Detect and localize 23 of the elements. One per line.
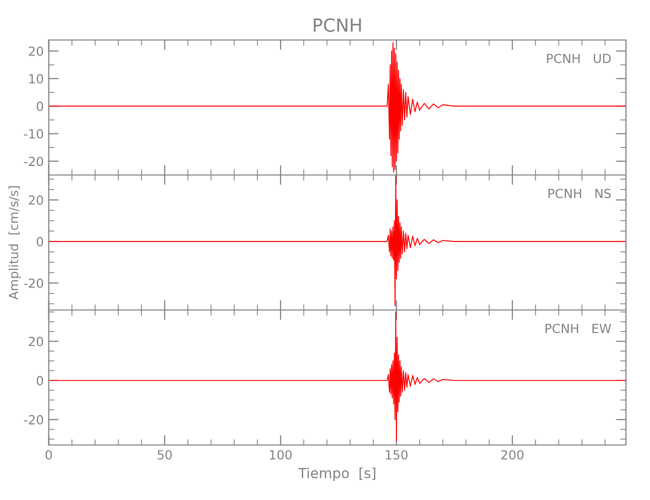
x-tick-label: 150 — [386, 450, 408, 460]
annotation: PCNH EW — [546, 324, 612, 334]
y-tick-label: 20 — [28, 195, 44, 205]
y-tick-label: -20 — [24, 156, 44, 166]
x-tick-label: 100 — [270, 450, 292, 460]
y-tick-label: -10 — [24, 129, 44, 139]
chart-title: PCNH — [314, 18, 361, 32]
x-tick-label: 0 — [46, 450, 52, 460]
annotation: PCNH NS — [548, 188, 611, 198]
line-series — [48, 42, 626, 173]
y-tick-label: 20 — [28, 46, 44, 56]
y-tick-label: 20 — [28, 336, 44, 346]
y-axis-title: Amplitud [cm/s/s] — [8, 186, 21, 300]
x-tick-label: 50 — [158, 450, 172, 460]
y-tick-label: 10 — [29, 74, 44, 84]
y-tick-label: 0 — [36, 102, 44, 112]
y-tick-label: -20 — [24, 278, 44, 288]
x-axis-title: Tiempo [s] — [298, 468, 376, 481]
y-tick-label: 0 — [36, 236, 44, 246]
annotation: PCNH UD — [547, 54, 611, 64]
x-tick-label: 200 — [501, 450, 524, 460]
y-tick-label: -20 — [24, 415, 44, 424]
y-tick-label: 0 — [36, 376, 44, 386]
